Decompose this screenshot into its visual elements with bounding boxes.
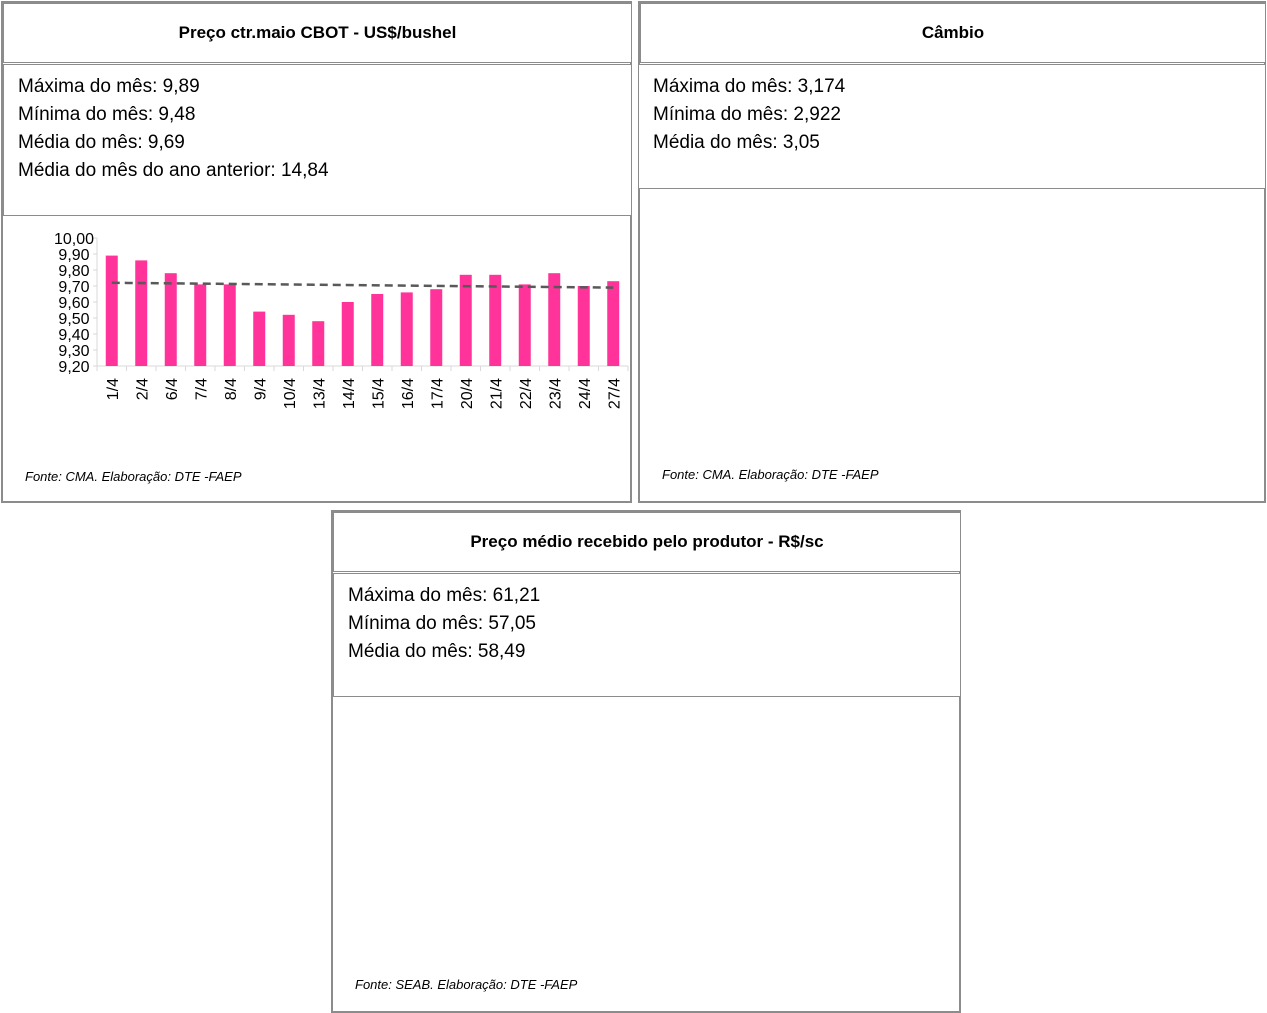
cambio-title: Câmbio xyxy=(640,3,1266,63)
cambio-stat-min: Mínima do mês: 2,922 xyxy=(653,104,841,125)
cambio-stat-max: Máxima do mês: 3,174 xyxy=(653,76,846,97)
cambio-source: Fonte: CMA. Elaboração: DTE -FAEP xyxy=(662,467,879,482)
cbot-stat-min: Mínima do mês: 9,48 xyxy=(18,104,196,125)
cambio-panel: Câmbio Máxima do mês: 3,174 Mínima do mê… xyxy=(638,1,1266,503)
cbot-panel: Preço ctr.maio CBOT - US$/bushel Máxima … xyxy=(1,1,632,503)
cbot-stats: Máxima do mês: 9,89 Mínima do mês: 9,48 … xyxy=(3,64,632,216)
produtor-stat-min: Mínima do mês: 57,05 xyxy=(348,613,536,634)
cbot-stat-prev-year-avg: Média do mês do ano anterior: 14,84 xyxy=(18,160,329,181)
cambio-stats: Máxima do mês: 3,174 Mínima do mês: 2,92… xyxy=(638,64,1266,189)
cbot-stat-max: Máxima do mês: 9,89 xyxy=(18,76,200,97)
cambio-stat-avg: Média do mês: 3,05 xyxy=(653,132,820,153)
produtor-stat-max: Máxima do mês: 61,21 xyxy=(348,585,541,606)
produtor-stats: Máxima do mês: 61,21 Mínima do mês: 57,0… xyxy=(333,573,961,697)
produtor-source: Fonte: SEAB. Elaboração: DTE -FAEP xyxy=(355,977,578,992)
cbot-source: Fonte: CMA. Elaboração: DTE -FAEP xyxy=(25,469,242,484)
cbot-stat-avg: Média do mês: 9,69 xyxy=(18,132,185,153)
produtor-panel: Preço médio recebido pelo produtor - R$/… xyxy=(331,510,961,1013)
cbot-title: Preço ctr.maio CBOT - US$/bushel xyxy=(3,3,632,63)
produtor-stat-avg: Média do mês: 58,49 xyxy=(348,641,526,662)
produtor-title: Preço médio recebido pelo produtor - R$/… xyxy=(333,512,961,572)
